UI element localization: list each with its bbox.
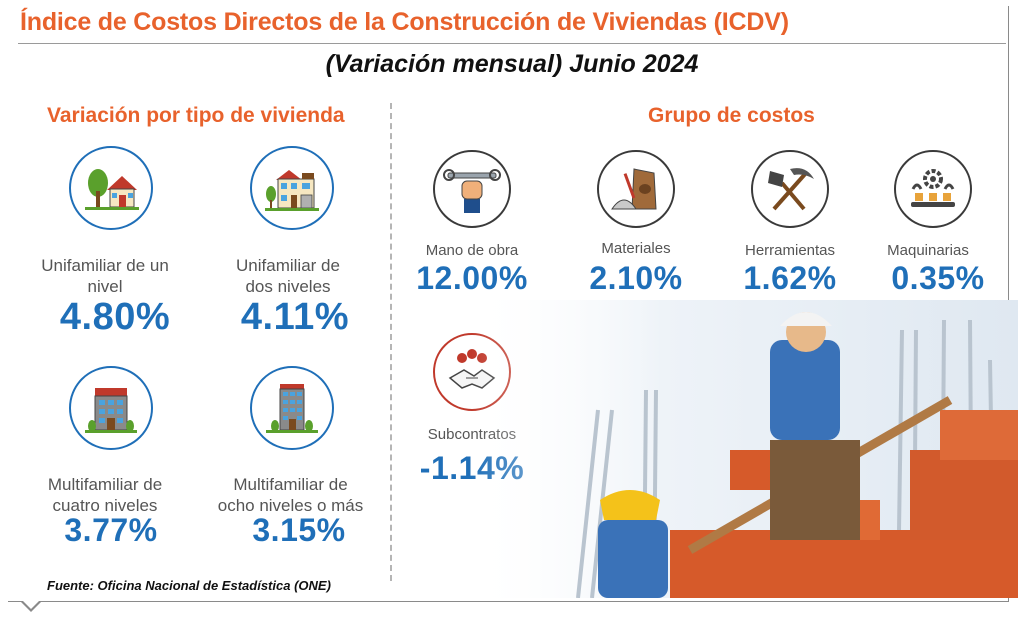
label-eight-story-line1: Multifamiliar de [233,475,348,494]
label-labor: Mano de obra [425,242,519,259]
construction-workers-photo [470,300,1018,598]
value-machinery: 0.35% [891,260,985,296]
label-two-story-line1: Unifamiliar de [236,256,340,275]
value-labor: 12.00% [416,260,528,296]
shovel-pickaxe-icon [751,150,829,228]
value-materials: 2.10% [589,260,683,296]
source-note: Fuente: Oficina Nacional de Estadística … [47,578,331,593]
label-eight-story-line2: ocho niveles o más [217,496,364,515]
label-single-story-line2: nivel [87,277,123,296]
value-four-story: 3.77% [64,512,158,548]
value-single-story: 4.80% [59,296,171,338]
left-section-title: Variación por tipo de vivienda [47,104,345,127]
eight-story-building-icon [250,366,334,450]
four-story-building-icon [69,366,153,450]
right-section-title: Grupo de costos [648,104,815,127]
label-four-story-line2: cuatro niveles [52,496,158,515]
gear-conveyor-icon [894,150,972,228]
label-tools: Herramientas [744,242,836,259]
label-materials: Materiales [601,240,671,257]
two-story-house-icon [250,146,334,230]
title-rule [18,43,1006,44]
subtitle: (Variación mensual) Junio 2024 [325,50,699,78]
label-machinery: Maquinarias [887,242,969,259]
single-story-house-icon [69,146,153,230]
label-two-story-line2: dos niveles [245,277,331,296]
main-title: Índice de Costos Directos de la Construc… [20,8,789,36]
label-single-story-line1: Unifamiliar de un [41,256,169,275]
fist-wrench-icon [433,150,511,228]
section-divider [390,103,392,581]
cement-bag-icon [597,150,675,228]
value-two-story: 4.11% [240,296,350,338]
value-eight-story: 3.15% [252,512,346,548]
label-four-story-line1: Multifamiliar de [47,475,163,494]
value-tools: 1.62% [743,260,837,296]
